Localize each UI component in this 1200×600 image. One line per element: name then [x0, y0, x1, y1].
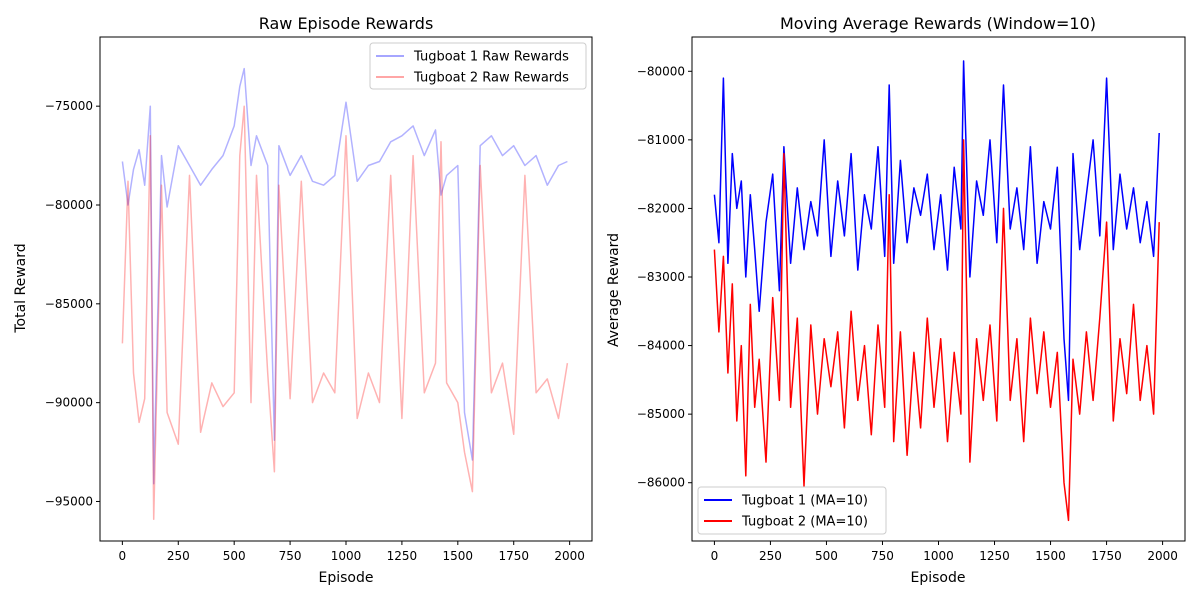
y-tick-label: −95000 [45, 494, 93, 508]
y-axis-label: Average Reward [606, 233, 622, 347]
plot-area [713, 60, 1160, 522]
x-tick-label: 750 [871, 549, 894, 563]
y-axis-label: Total Reward [13, 243, 29, 333]
legend: Tugboat 1 Raw Rewards Tugboat 2 Raw Rewar… [369, 42, 587, 90]
x-tick-label: 1000 [331, 549, 362, 563]
y-tick-label: −86000 [637, 476, 685, 490]
y-tick-label: −81000 [637, 133, 685, 147]
x-tick-label: 500 [223, 549, 246, 563]
series-line-tugboat-1-raw-rewards [121, 67, 568, 485]
x-tick-label: 2000 [1147, 549, 1178, 563]
raw-rewards-panel: Raw Episode Rewards 0 250 500 750 1000 1250 15… [13, 14, 593, 586]
x-tick-label: 1750 [498, 549, 529, 563]
x-tick-label: 250 [759, 549, 782, 563]
y-tick-label: −80000 [45, 198, 93, 212]
x-tick-label: 0 [711, 549, 719, 563]
x-tick-label: 750 [279, 549, 302, 563]
series-line-tugboat-2-ma-10 [713, 139, 1160, 522]
y-axis-ticks: −95000 −90000 −85000 −80000 −75000 [45, 99, 100, 508]
y-tick-label: −82000 [637, 201, 685, 215]
x-tick-label: 1500 [443, 549, 474, 563]
x-tick-label: 0 [119, 549, 127, 563]
moving-average-panel: Moving Average Rewards (Window=10) 0 250 5… [606, 14, 1186, 586]
x-tick-label: 2000 [554, 549, 585, 563]
legend-entry: Tugboat 2 (MA=10) [741, 515, 868, 530]
legend-entry: Tugboat 2 Raw Rewards [413, 71, 569, 86]
legend-entry: Tugboat 1 (MA=10) [741, 494, 868, 509]
y-tick-label: −83000 [637, 270, 685, 284]
x-axis-label: Episode [911, 570, 966, 586]
x-tick-label: 500 [815, 549, 838, 563]
series-line-tugboat-2-raw-rewards [121, 105, 569, 521]
x-tick-label: 1750 [1091, 549, 1122, 563]
plot-area [121, 67, 569, 521]
chart-title: Raw Episode Rewards [259, 14, 434, 33]
chart-title: Moving Average Rewards (Window=10) [780, 14, 1096, 33]
x-tick-label: 1000 [923, 549, 954, 563]
x-tick-label: 1250 [387, 549, 418, 563]
x-axis-ticks: 0 250 500 750 1000 1250 1500 1750 2000 [119, 541, 585, 563]
y-tick-label: −85000 [45, 297, 93, 311]
x-axis-ticks: 0 250 500 750 1000 1250 1500 1750 2000 [711, 541, 1178, 563]
y-tick-label: −90000 [45, 396, 93, 410]
y-tick-label: −85000 [637, 407, 685, 421]
x-tick-label: 250 [167, 549, 190, 563]
x-tick-label: 1250 [979, 549, 1010, 563]
x-tick-label: 1500 [1035, 549, 1066, 563]
legend-box [697, 486, 887, 535]
series-line-tugboat-1-ma-10 [713, 60, 1160, 402]
legend-box [369, 42, 587, 90]
y-tick-label: −80000 [637, 64, 685, 78]
x-axis-label: Episode [319, 570, 374, 586]
y-tick-label: −75000 [45, 99, 93, 113]
legend: Tugboat 1 (MA=10) Tugboat 2 (MA=10) [697, 486, 887, 535]
legend-entry: Tugboat 1 Raw Rewards [413, 50, 569, 65]
y-tick-label: −84000 [637, 339, 685, 353]
y-axis-ticks: −86000 −85000 −84000 −83000 −82000 −81000 −800… [637, 64, 692, 490]
